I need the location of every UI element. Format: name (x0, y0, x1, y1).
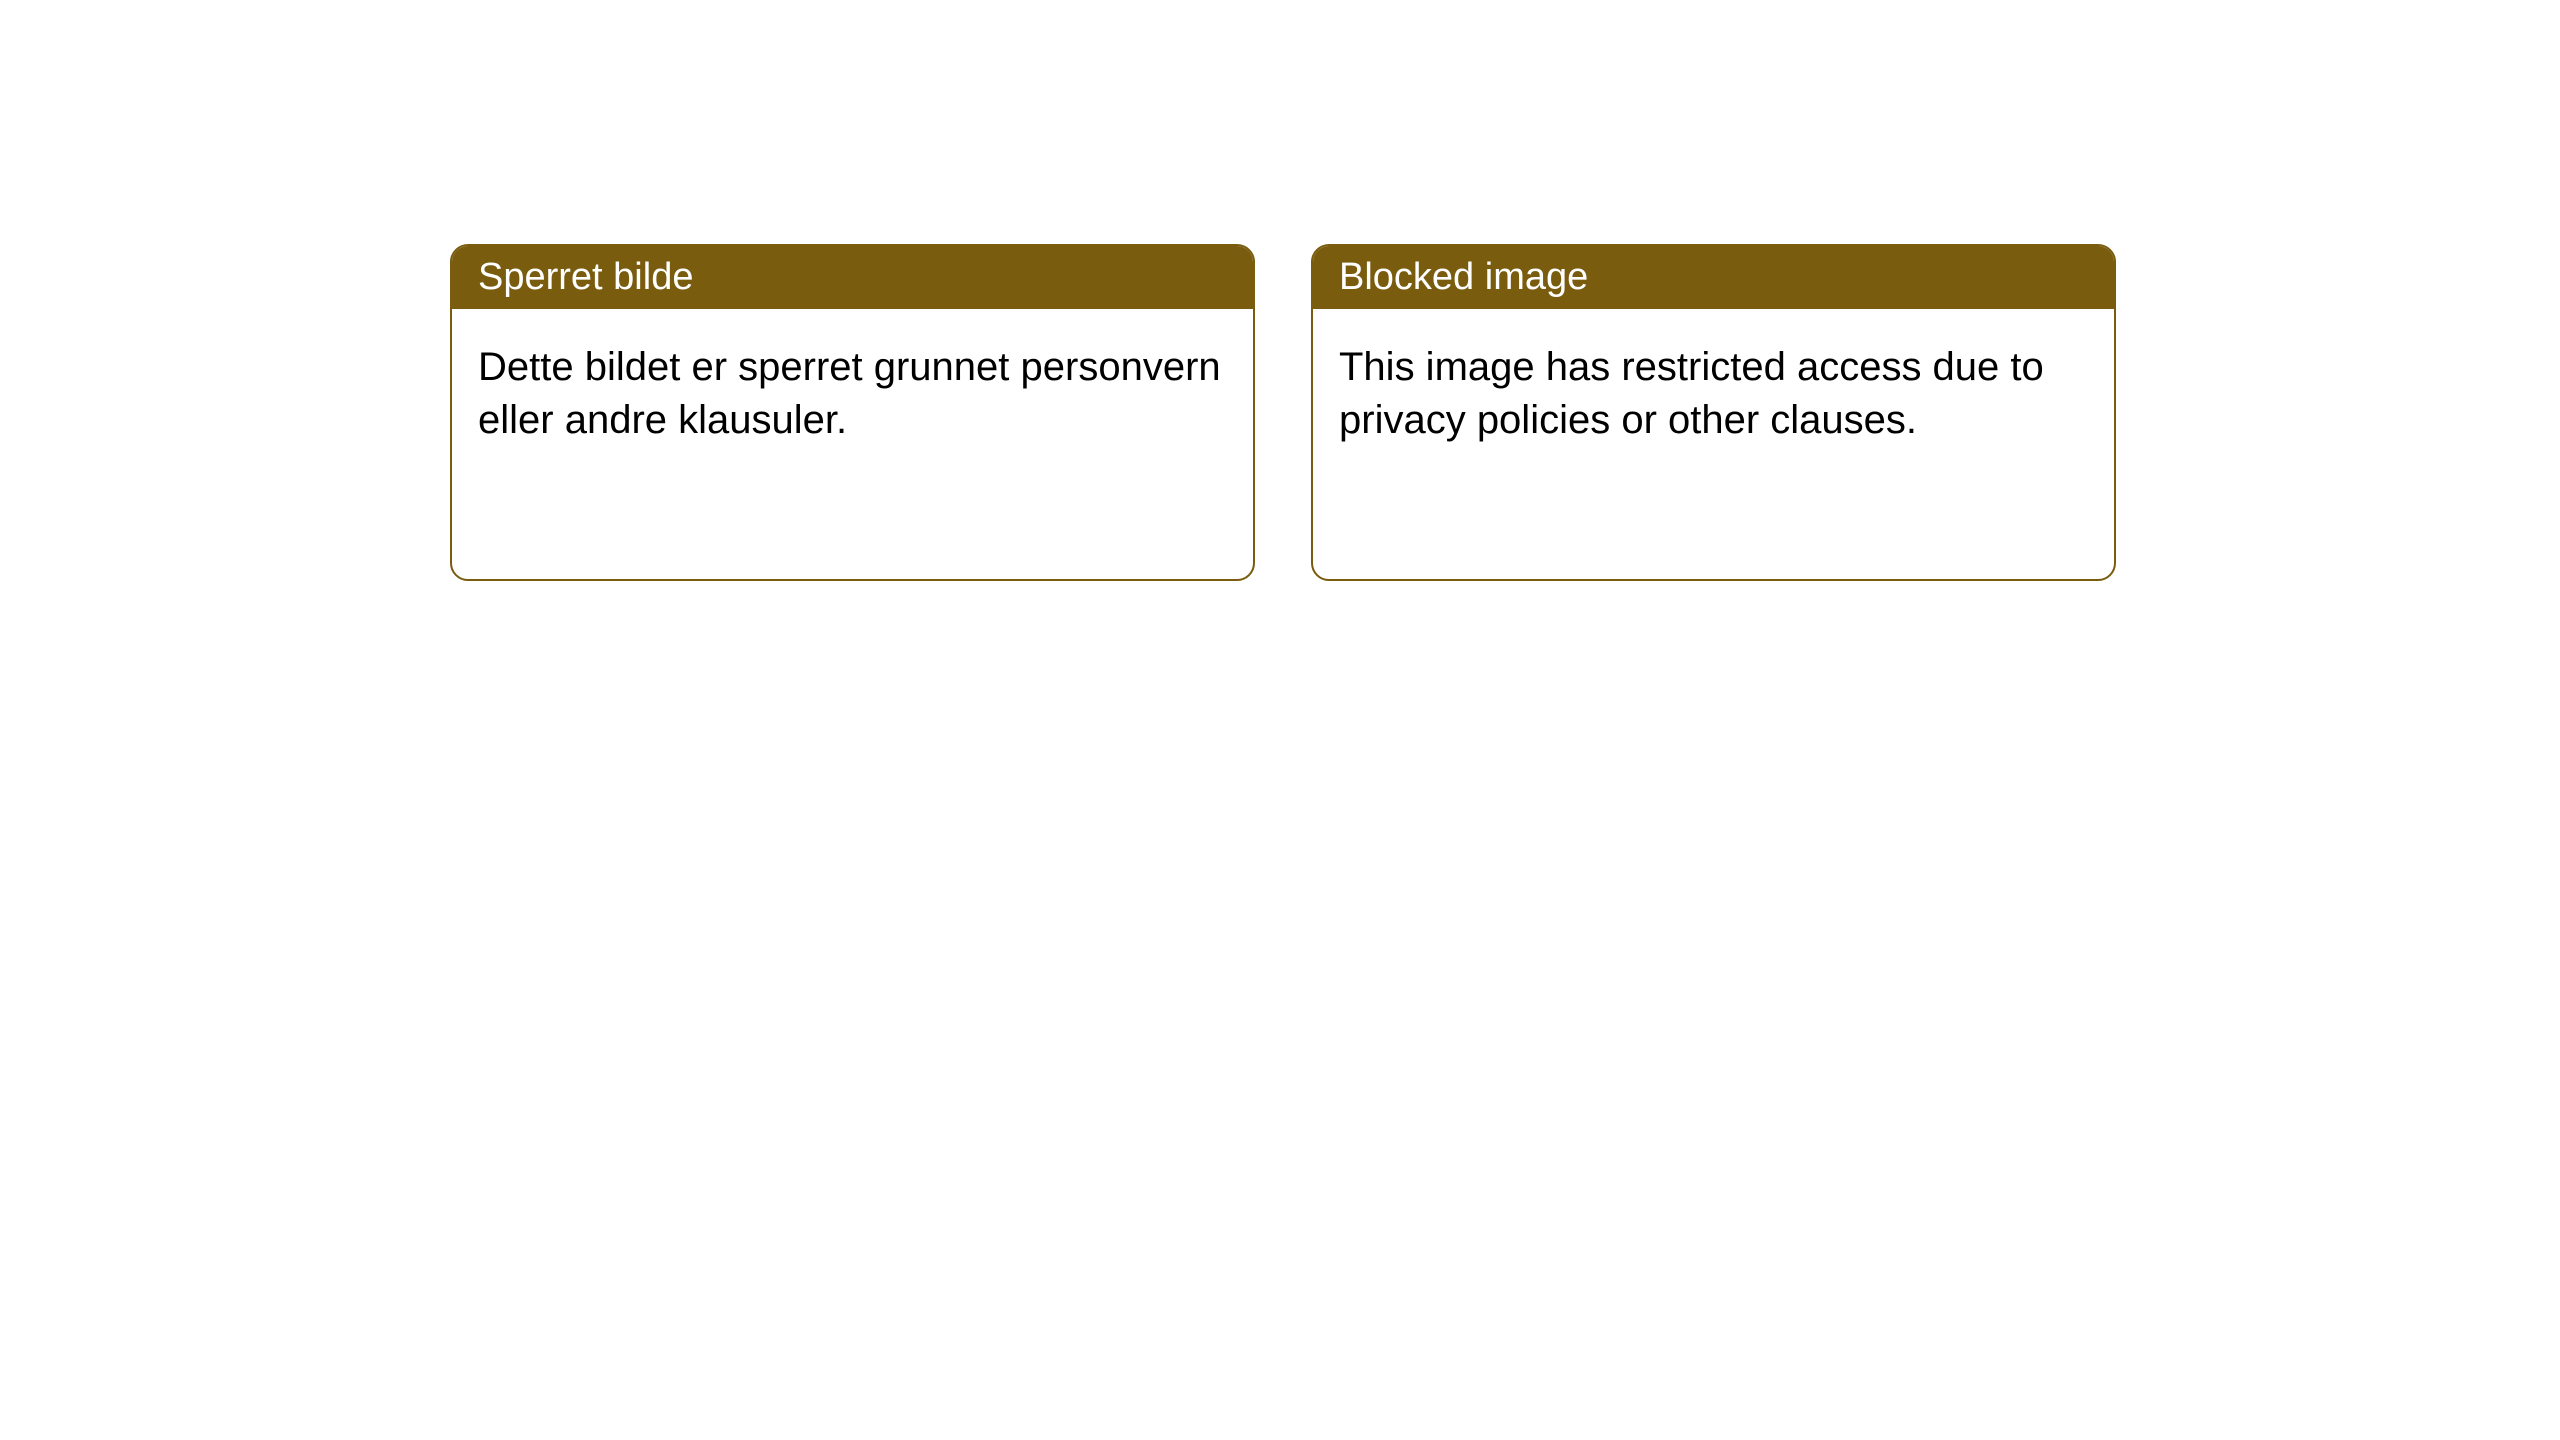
card-body-text: Dette bildet er sperret grunnet personve… (478, 345, 1221, 442)
notice-card-norwegian: Sperret bilde Dette bildet er sperret gr… (450, 244, 1255, 581)
card-body: Dette bildet er sperret grunnet personve… (452, 309, 1253, 579)
card-title: Blocked image (1339, 256, 1588, 298)
card-header: Blocked image (1313, 246, 2114, 309)
card-body: This image has restricted access due to … (1313, 309, 2114, 579)
card-body-text: This image has restricted access due to … (1339, 345, 2044, 442)
card-title: Sperret bilde (478, 256, 693, 298)
card-header: Sperret bilde (452, 246, 1253, 309)
notice-card-english: Blocked image This image has restricted … (1311, 244, 2116, 581)
notice-cards-container: Sperret bilde Dette bildet er sperret gr… (0, 0, 2560, 581)
